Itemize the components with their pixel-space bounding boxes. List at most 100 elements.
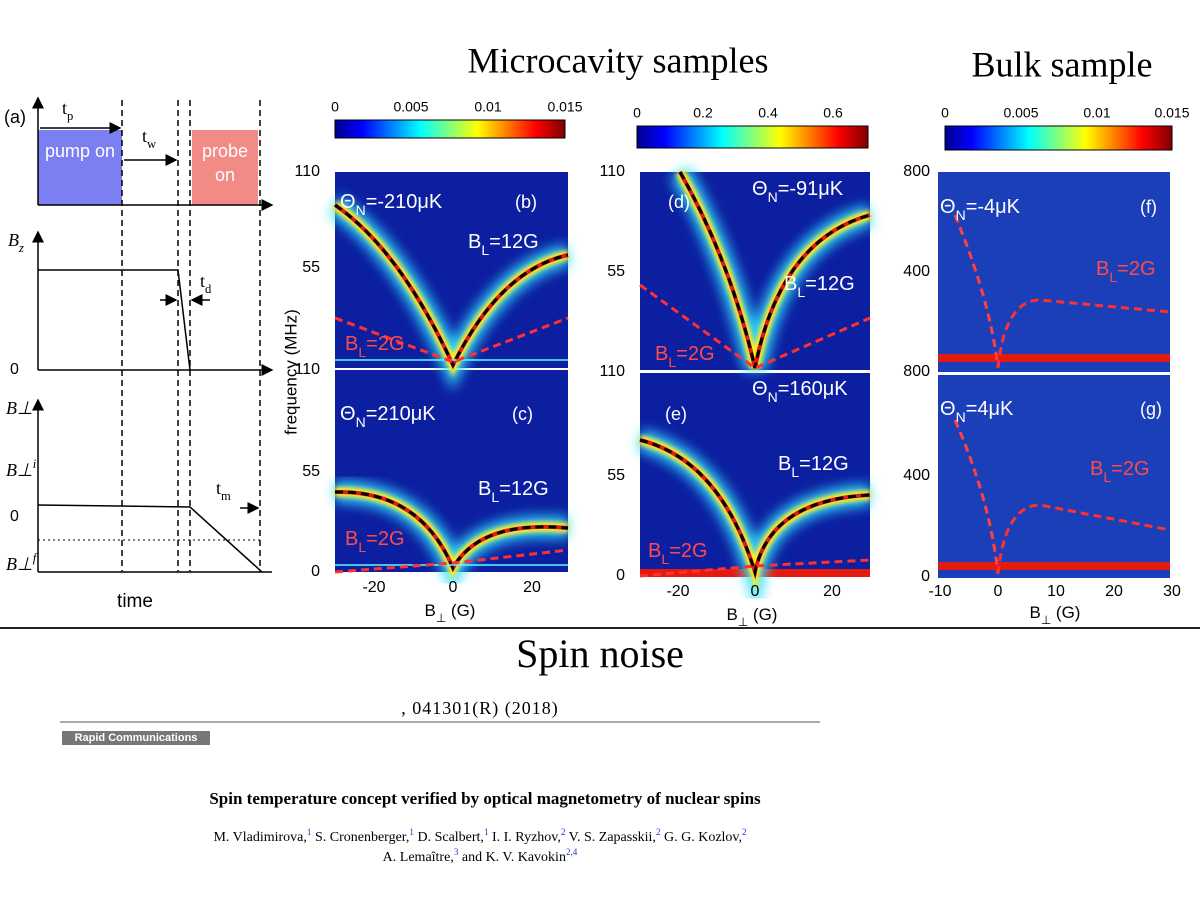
y-tick-label: 55 [607, 467, 625, 484]
y-tick-label: 110 [599, 363, 625, 380]
x-tick-label: -10 [928, 583, 951, 600]
author-name: M. Vladimirova, [213, 830, 306, 845]
panel-label: (b) [515, 192, 537, 212]
field-label: BL=2G [648, 540, 708, 566]
x-axis-label: B⊥ (G) [425, 601, 476, 625]
temperature-label-rest: =-4μK [966, 196, 1021, 218]
fit-line [953, 419, 1000, 575]
temperature-label: ΘN=-91μK [752, 178, 844, 204]
field-label-sub: L [1109, 269, 1117, 285]
field-label-base: B [345, 528, 358, 550]
field-label: BL=12G [468, 231, 539, 257]
x-axis-label-rest: (G) [1051, 603, 1080, 622]
time-label: tw [142, 126, 157, 151]
colorbar-tick: 0 [633, 105, 641, 121]
bz-trace [38, 269, 191, 371]
temperature-label: ΘN=-210μK [340, 191, 443, 217]
field-label-sub: L [1103, 469, 1111, 485]
axis-label: time [117, 591, 153, 612]
author-name: I. I. Ryzhov, [488, 830, 560, 845]
x-tick-label: 20 [823, 583, 841, 600]
section-label: Rapid Communications [75, 732, 198, 744]
temperature-label-rest: =-91μK [778, 178, 844, 200]
x-tick-label: -20 [362, 579, 385, 596]
axis-tick: 0 [10, 508, 19, 525]
temperature-label-base: Θ [752, 378, 768, 400]
field-label-rest: =12G [805, 273, 854, 295]
y-tick-label: 110 [599, 163, 625, 180]
field-label: BL=2G [1090, 458, 1150, 484]
fit-line [639, 438, 871, 578]
temperature-label-base: Θ [752, 178, 768, 200]
y-tick-label: 55 [302, 259, 320, 276]
y-tick-label: 800 [903, 363, 930, 380]
colorbar-tick: 0.015 [547, 99, 582, 115]
axis-label-base: B⊥ [6, 460, 33, 480]
field-label: BL=12G [478, 478, 549, 504]
x-axis-label-base: B [425, 601, 436, 620]
x-tick-label: 0 [994, 583, 1003, 600]
time-label: tm [216, 478, 231, 503]
section-badge [62, 731, 210, 745]
time-label-sub: p [67, 109, 73, 123]
temperature-label-rest: =210μK [366, 403, 437, 425]
temperature-label: ΘN=4μK [940, 398, 1014, 424]
affiliation: 2 [742, 827, 747, 837]
temperature-label-sub: N [768, 189, 778, 205]
time-label-sub: m [221, 489, 231, 503]
author-name: and K. V. Kavokin [458, 850, 566, 865]
axis-label-sup: f [33, 551, 38, 565]
temperature-label-base: Θ [940, 398, 956, 420]
field-label-sub: L [661, 551, 669, 567]
y-tick-label: 55 [607, 263, 625, 280]
affiliation: 2,4 [566, 847, 578, 857]
field-label-base: B [778, 453, 791, 475]
y-tick-label: 110 [294, 361, 320, 378]
colorbar-tick: 0.01 [1083, 105, 1110, 121]
field-label-base: B [345, 333, 358, 355]
y-tick-label: 800 [903, 163, 930, 180]
field-label: BL=2G [345, 528, 405, 554]
temperature-label-rest: =4μK [966, 398, 1014, 420]
panel-label: (g) [1140, 399, 1162, 419]
colorbar [334, 119, 566, 139]
time-label-sub: d [205, 282, 212, 296]
y-tick-label: 400 [903, 263, 930, 280]
colorbar-tick: 0.01 [474, 99, 501, 115]
affiliation: 2 [656, 827, 661, 837]
field-label-sub: L [358, 344, 366, 360]
author-name: A. Lemaître, [383, 850, 454, 865]
x-axis-label-rest: (G) [446, 601, 475, 620]
time-markers [121, 100, 261, 572]
field-label-rest: =2G [366, 333, 404, 355]
fit-line [334, 203, 569, 369]
field-label-rest: =2G [366, 528, 404, 550]
paper-title: Spin temperature concept verified by opt… [209, 789, 761, 808]
field-label-rest: =2G [1117, 258, 1155, 280]
heading: Spin noise [516, 631, 684, 676]
affiliation: 1 [307, 827, 312, 837]
field-label-base: B [648, 540, 661, 562]
time-label-base: t [200, 271, 205, 291]
x-tick-label: 0 [449, 579, 458, 596]
field-label: BL=2G [345, 333, 405, 359]
timing-diagram [32, 96, 274, 573]
colorbar-tick: 0 [331, 99, 339, 115]
x-tick-label: 20 [523, 579, 541, 596]
temperature-label-rest: =-210μK [366, 191, 443, 213]
field-label-rest: =2G [669, 540, 707, 562]
field-label-sub: L [668, 354, 676, 370]
axis-label-sup: i [33, 457, 37, 471]
x-axis-label-base: B [1030, 603, 1041, 622]
fit-line [953, 214, 1000, 369]
temperature-label-sub: N [356, 202, 366, 218]
field-label-rest: =12G [499, 478, 548, 500]
temperature-label-sub: N [356, 414, 366, 430]
temperature-label-base: Θ [340, 403, 356, 425]
temperature-label-base: Θ [340, 191, 356, 213]
journal-line-rest: , 041301(R) (2018) [401, 698, 558, 719]
y-tick-label: 0 [921, 568, 930, 585]
fit-line [678, 171, 871, 369]
x-tick-label: 0 [751, 583, 760, 600]
